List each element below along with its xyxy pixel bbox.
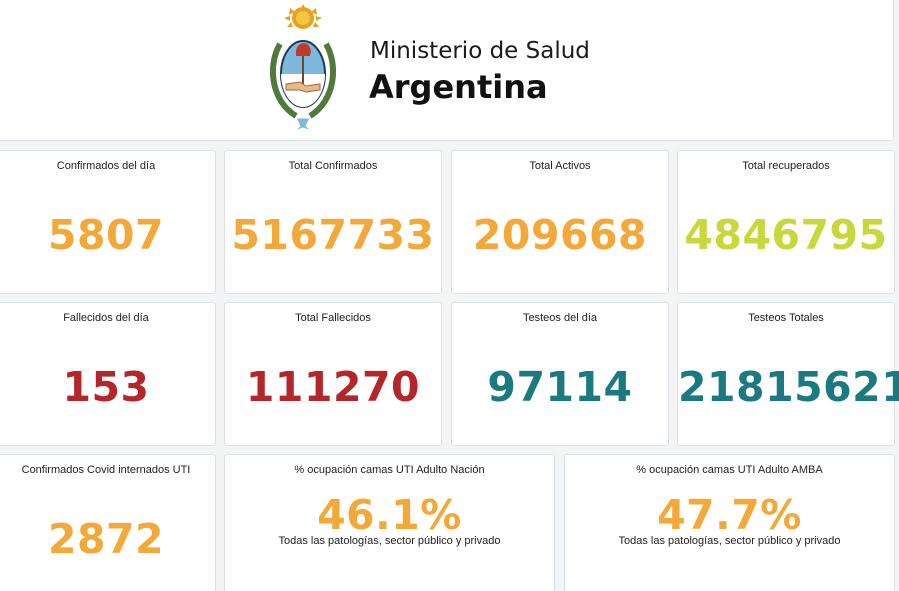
country-name: Argentina bbox=[369, 68, 548, 106]
stat-value: 47.7% bbox=[657, 491, 802, 539]
stat-title: Total Fallecidos bbox=[295, 312, 371, 324]
stat-title: Fallecidos del día bbox=[63, 312, 149, 324]
stat-card-testeos-dia: Testeos del día 97114 bbox=[451, 302, 669, 446]
stat-title: Total recuperados bbox=[742, 160, 830, 172]
stat-card-total-confirmados: Total Confirmados 5167733 bbox=[224, 150, 442, 294]
stat-subtitle: Todas las patologías, sector público y p… bbox=[278, 535, 501, 547]
stat-value: 153 bbox=[62, 363, 150, 411]
coat-of-arms-icon bbox=[260, 4, 346, 132]
stat-value: 4846795 bbox=[684, 211, 888, 259]
ministry-name: Ministerio de Salud bbox=[370, 38, 590, 64]
stat-title: Confirmados Covid internados UTI bbox=[21, 464, 191, 476]
stat-title: Confirmados del día bbox=[56, 160, 156, 172]
stat-card-fallecidos-dia: Fallecidos del día 153 bbox=[0, 302, 216, 446]
stat-card-total-activos: Total Activos 209668 bbox=[451, 150, 669, 294]
stat-value: 97114 bbox=[487, 363, 633, 411]
stat-title: Total Confirmados bbox=[288, 160, 378, 172]
stat-value: 111270 bbox=[245, 363, 421, 411]
stat-value: 5807 bbox=[47, 211, 165, 259]
stat-card-confirmados-dia: Confirmados del día 5807 bbox=[0, 150, 216, 294]
stat-subtitle: Todas las patologías, sector público y p… bbox=[618, 535, 841, 547]
stat-card-internados-uti: Confirmados Covid internados UTI 2872 bbox=[0, 454, 216, 591]
stat-value: 2872 bbox=[47, 515, 165, 563]
stat-title: Testeos Totales bbox=[748, 312, 824, 324]
stat-title: Total Activos bbox=[529, 160, 591, 172]
stat-title: Testeos del día bbox=[523, 312, 597, 324]
header-card: Ministerio de Salud Argentina bbox=[0, 0, 894, 141]
stat-card-ocupacion-nacion: % ocupación camas UTI Adulto Nación 46.1… bbox=[224, 454, 555, 591]
stat-card-total-recuperados: Total recuperados 4846795 bbox=[677, 150, 895, 294]
stat-card-ocupacion-amba: % ocupación camas UTI Adulto AMBA 47.7% … bbox=[564, 454, 895, 591]
stat-value: 209668 bbox=[472, 211, 648, 259]
stat-card-total-fallecidos: Total Fallecidos 111270 bbox=[224, 302, 442, 446]
stat-title: % ocupación camas UTI Adulto Nación bbox=[294, 464, 485, 476]
stat-card-testeos-totales: Testeos Totales 21815621 bbox=[677, 302, 899, 446]
stat-value: 5167733 bbox=[231, 211, 435, 259]
stat-value: 46.1% bbox=[317, 491, 462, 539]
stat-title: % ocupación camas UTI Adulto AMBA bbox=[636, 464, 823, 476]
stat-value: 21815621 bbox=[678, 363, 899, 411]
